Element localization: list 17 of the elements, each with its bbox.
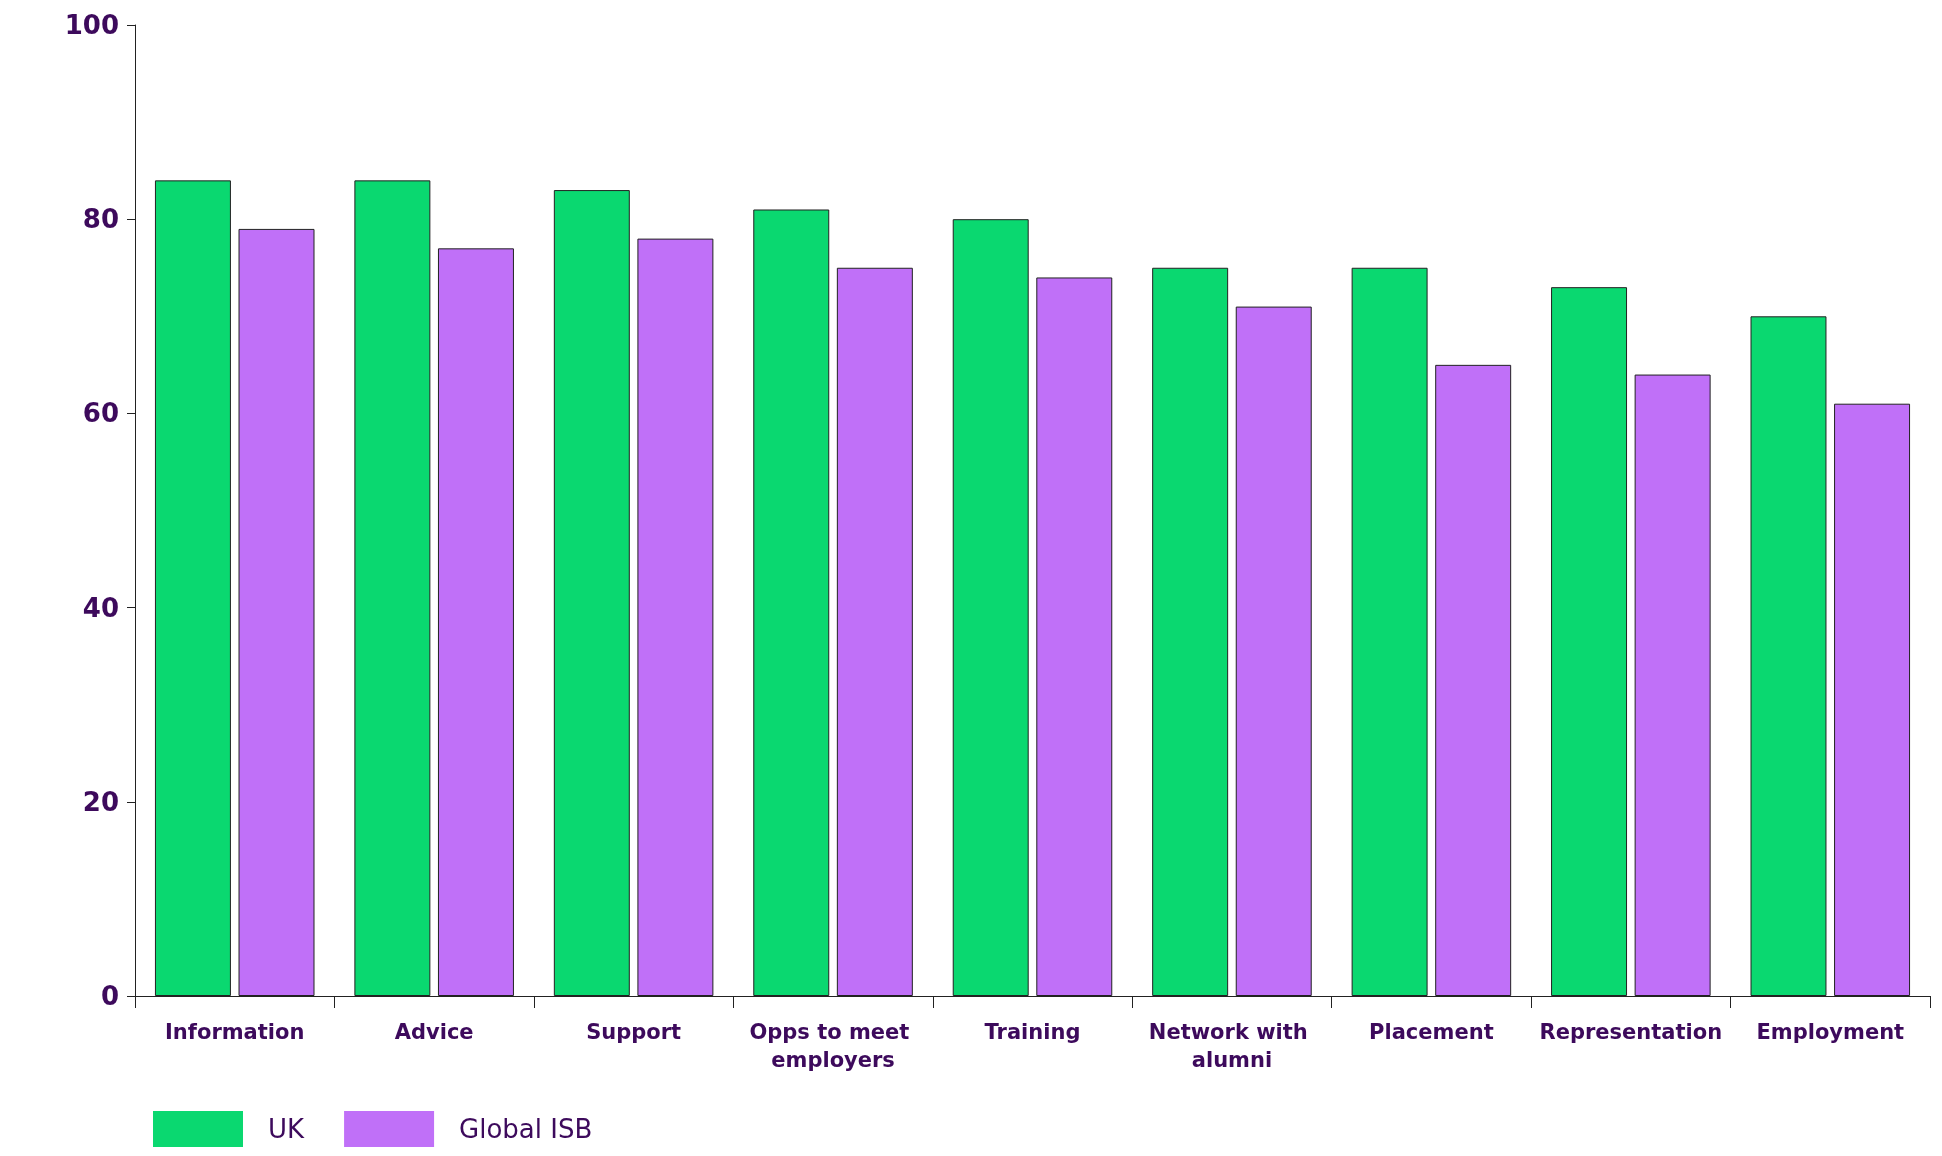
y-tick-label: 60 (82, 398, 119, 429)
x-tick-label: Advice (394, 1020, 474, 1044)
x-tick-label: Training (984, 1020, 1081, 1044)
y-tick-label: 80 (82, 204, 119, 235)
legend-label: Global ISB (459, 1114, 593, 1144)
legend-label: UK (268, 1114, 306, 1144)
x-tick-label: Representation (1539, 1020, 1723, 1044)
y-tick-label: 40 (82, 592, 119, 623)
y-tick-label: 0 (100, 981, 119, 1011)
y-tick-label: 100 (64, 10, 119, 40)
x-tick-label: Support (586, 1020, 682, 1044)
x-tick-label: Employment (1756, 1020, 1905, 1044)
x-tick-label: Placement (1369, 1020, 1494, 1044)
x-tick-label: Information (165, 1020, 305, 1044)
x-tick-label: Network with alumni (1148, 1020, 1316, 1072)
x-tick-label: Opps to meet employers (749, 1020, 917, 1072)
y-tick-label: 20 (82, 786, 119, 817)
